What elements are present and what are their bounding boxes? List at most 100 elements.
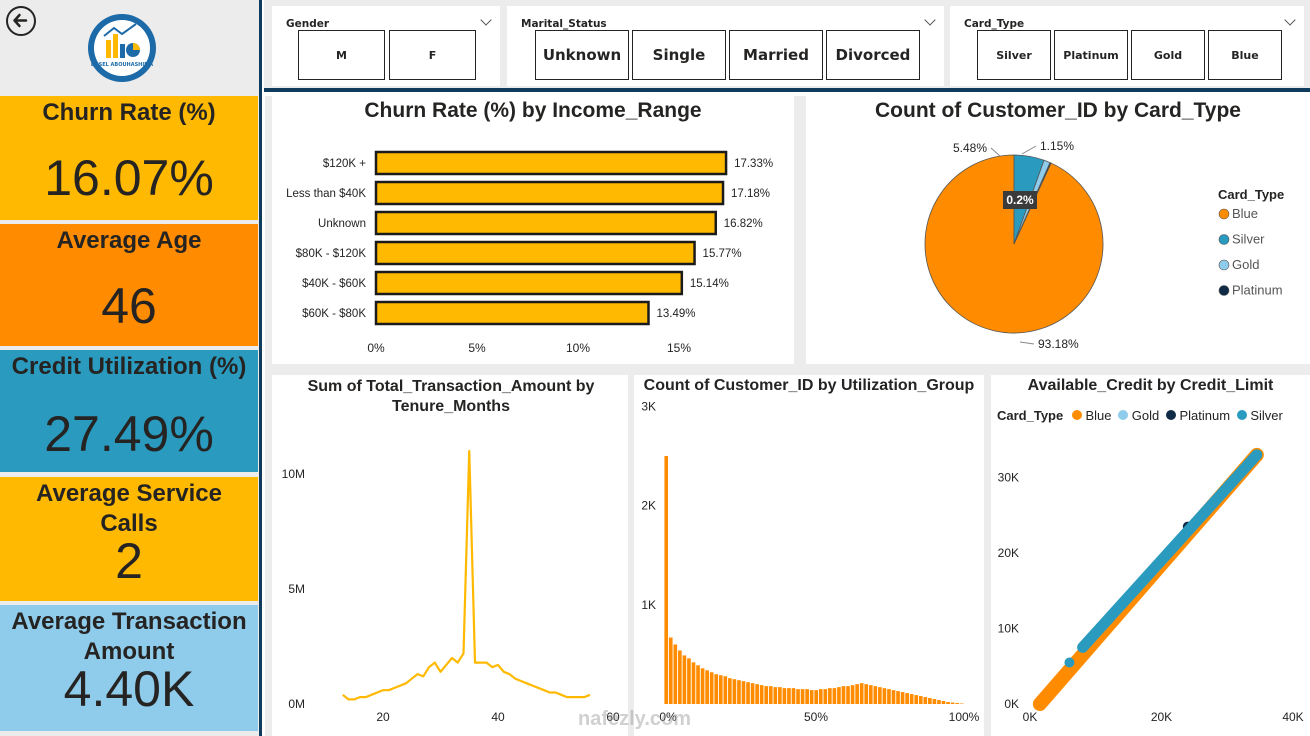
legend-dot	[1218, 285, 1230, 296]
utilization-bar-plot: 1K 2K 3K 0% 50% 100%	[641, 399, 979, 724]
utilization-group-chart: Count of Customer_ID by Utilization_Grou…	[634, 375, 984, 736]
utilization-bar	[896, 691, 900, 704]
legend-dot	[1218, 208, 1230, 220]
kpi-title: Churn Rate (%)	[42, 99, 216, 126]
x-tick-label: 10%	[566, 341, 590, 355]
scatter-point	[1064, 657, 1075, 668]
x-tick-label: 0%	[367, 341, 385, 355]
y-tick-label: 3K	[641, 399, 656, 413]
utilization-bar	[746, 682, 750, 704]
slicer-bar: Gender M F Marital_Status Unknown Single…	[264, 0, 1310, 92]
legend-label: Silver	[1250, 408, 1283, 423]
legend-label: Blue	[1085, 408, 1112, 423]
legend-label: Silver	[1232, 232, 1265, 247]
x-tick-label: 40K	[1282, 710, 1303, 724]
logo-text: BASEL ABOUHASHIMA	[90, 62, 154, 68]
income-bar-plot: $120K + 17.33% Less than $40K 17.18% Unknown…	[286, 150, 773, 355]
legend-dot	[1218, 259, 1230, 271]
utilization-bar	[796, 689, 800, 704]
legend-dot	[1218, 234, 1230, 245]
utilization-bar	[923, 697, 928, 704]
slicer-option-gold[interactable]: Gold	[1131, 30, 1205, 80]
bar-category-label: $40K - $60K	[302, 278, 366, 290]
chevron-down-icon[interactable]	[924, 14, 936, 26]
utilization-bar	[900, 692, 905, 704]
kpi-title: Average Transaction Amount	[11, 608, 247, 665]
kpi-sidebar: BASEL ABOUHASHIMA Churn Rate (%) 16.07% …	[0, 0, 262, 736]
utilization-bar	[846, 686, 850, 704]
utilization-bar	[928, 698, 932, 704]
utilization-bar	[859, 683, 864, 704]
x-tick-label: 5%	[468, 341, 486, 355]
chart-title: Count of Customer_ID by Utilization_Grou…	[643, 377, 975, 394]
back-arrow-icon[interactable]	[6, 6, 36, 36]
utilization-bar	[905, 693, 909, 704]
utilization-bar	[787, 688, 791, 704]
chart-title: Available_Credit by Credit_Limit	[1027, 377, 1274, 394]
kpi-value: 46	[101, 278, 157, 334]
utilization-bar	[778, 687, 782, 704]
utilization-bar	[791, 688, 796, 704]
utilization-bar	[691, 662, 696, 704]
chevron-down-icon[interactable]	[480, 14, 492, 26]
slicer-option-f[interactable]: F	[389, 30, 476, 80]
slicer-option-unknown[interactable]: Unknown	[535, 30, 629, 80]
utilization-bar	[732, 679, 737, 704]
tenure-series-line	[342, 449, 591, 701]
bar-data-label: 13.49%	[656, 308, 695, 320]
legend-title: Card_Type	[1218, 187, 1285, 202]
card-type-pie-plot: 93.18% 5.48% 1.15% 0.2% Blue Silver Gold Platin…	[924, 139, 1283, 351]
utilization-bar	[855, 684, 859, 704]
label-leader-line	[1019, 341, 1035, 345]
slicer-option-blue[interactable]: Blue	[1208, 30, 1282, 80]
kpi-average-service-calls: Average Service Calls 2	[0, 477, 258, 601]
income-range-chart: Churn Rate (%) by Income_Range $120K + 17…	[272, 96, 794, 364]
slicer-label: Card_Type	[964, 18, 1025, 30]
scatter-point-band	[1077, 449, 1263, 653]
y-tick-label: 1K	[641, 598, 656, 612]
x-tick-label: 20K	[1151, 710, 1172, 724]
pie-data-label-bg	[1003, 191, 1037, 209]
utilization-bar	[741, 681, 746, 704]
legend-label: Gold	[1232, 257, 1259, 272]
utilization-bar	[755, 684, 759, 704]
utilization-bar	[696, 665, 700, 704]
utilization-bar	[909, 694, 914, 704]
legend-label: Platinum	[1232, 283, 1283, 298]
bar-category-label: Unknown	[318, 218, 366, 230]
income-bar	[374, 270, 684, 296]
utilization-bar	[805, 689, 809, 704]
slicer-option-platinum[interactable]: Platinum	[1054, 30, 1128, 80]
scatter-legend: Card_Type Blue Gold Platinum Silver	[997, 408, 1309, 426]
slicer-option-silver[interactable]: Silver	[977, 30, 1051, 80]
utilization-bar	[832, 688, 837, 704]
income-bar	[374, 180, 725, 206]
credit-scatter-chart: Available_Credit by Credit_Limit Card_Ty…	[991, 375, 1310, 736]
slicer-option-m[interactable]: M	[298, 30, 385, 80]
utilization-bar	[887, 689, 891, 704]
slicer-option-divorced[interactable]: Divorced	[826, 30, 920, 80]
utilization-bar	[668, 637, 673, 704]
chart-title: Churn Rate (%) by Income_Range	[364, 99, 702, 122]
x-tick-label: 0%	[659, 710, 677, 724]
x-tick-label: 40	[491, 710, 505, 724]
income-bar	[374, 240, 696, 266]
utilization-bar	[918, 696, 923, 704]
kpi-average-transaction-amount: Average Transaction Amount 4.40K	[0, 605, 258, 731]
slicer-option-married[interactable]: Married	[729, 30, 823, 80]
utilization-bar	[718, 675, 723, 704]
y-tick-label: 10M	[282, 467, 305, 481]
x-tick-label: 50%	[804, 710, 828, 724]
utilization-bar	[678, 650, 682, 704]
kpi-title: Credit Utilization (%)	[11, 353, 247, 380]
chevron-down-icon[interactable]	[1284, 14, 1296, 26]
slicer-option-single[interactable]: Single	[632, 30, 726, 80]
y-tick-label: 10K	[998, 622, 1019, 636]
kpi-value: 16.07%	[44, 150, 214, 206]
bar-data-label: 15.14%	[690, 278, 729, 290]
utilization-bar	[955, 703, 959, 704]
bar-data-label: 16.82%	[724, 218, 763, 230]
slicer-label: Marital_Status	[521, 18, 607, 30]
utilization-bar	[878, 687, 882, 704]
utilization-bar	[773, 687, 778, 704]
